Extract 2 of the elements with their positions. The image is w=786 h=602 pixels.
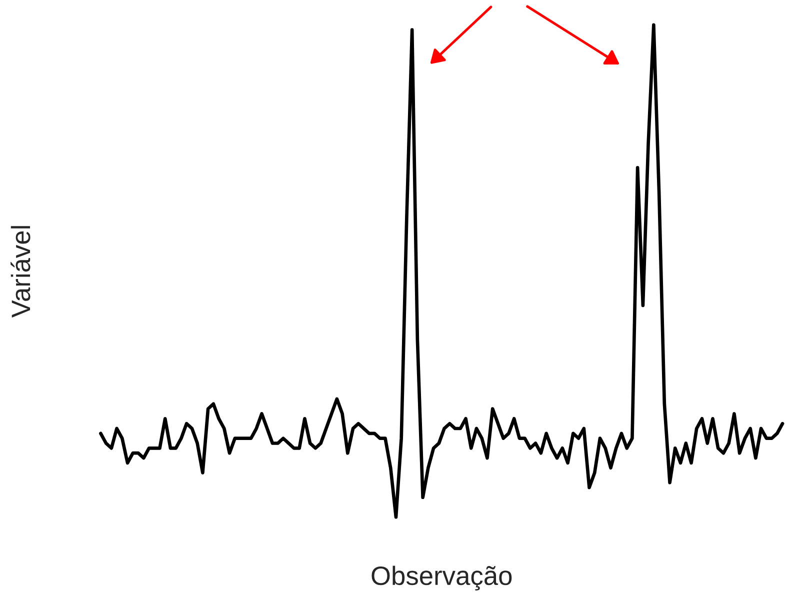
y-axis-title: Variável [10, 226, 30, 318]
x-axis-title: Observação [372, 566, 512, 590]
